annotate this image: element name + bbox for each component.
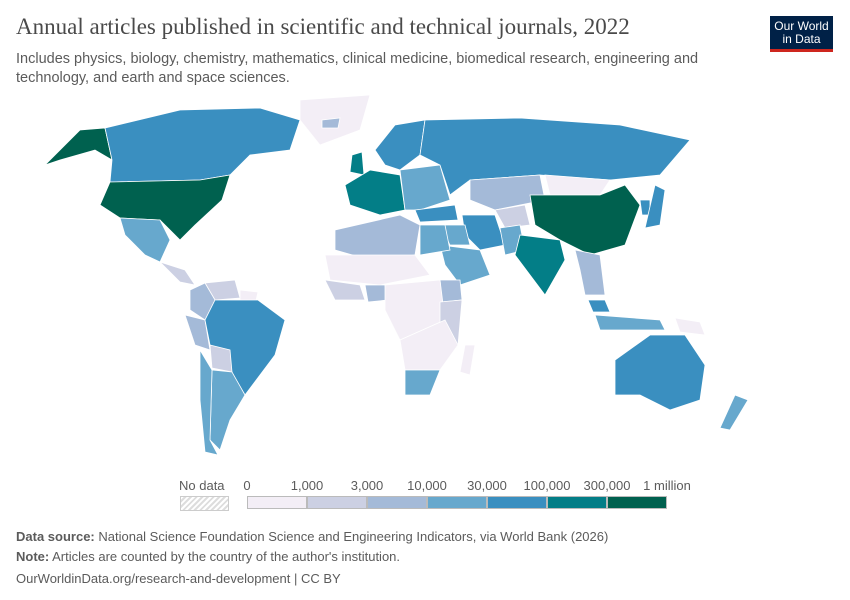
legend-bin[interactable] bbox=[307, 496, 367, 509]
country-western-europe[interactable] bbox=[344, 169, 406, 216]
country-peru[interactable] bbox=[184, 314, 211, 351]
data-source: Data source: National Science Foundation… bbox=[16, 529, 608, 544]
country-india[interactable] bbox=[514, 234, 566, 296]
legend-bin[interactable] bbox=[367, 496, 427, 509]
note-text: Articles are counted by the country of t… bbox=[52, 549, 401, 564]
country-south-africa[interactable] bbox=[404, 369, 441, 396]
country-sahel[interactable] bbox=[324, 254, 431, 286]
legend-label: 1 million bbox=[643, 478, 691, 493]
country-mexico[interactable] bbox=[119, 217, 171, 263]
legend-label: 1,000 bbox=[290, 478, 324, 493]
country-kazakhstan[interactable] bbox=[469, 174, 546, 211]
legend-bin[interactable] bbox=[607, 496, 667, 509]
country-russia[interactable] bbox=[419, 117, 691, 196]
source-url[interactable]: OurWorldinData.org/research-and-developm… bbox=[16, 571, 341, 586]
country-alaska[interactable] bbox=[44, 127, 113, 166]
chart-subtitle: Includes physics, biology, chemistry, ma… bbox=[16, 51, 699, 86]
legend-label: 0 bbox=[243, 478, 251, 493]
country-scandinavia[interactable] bbox=[374, 119, 426, 171]
legend-bin[interactable] bbox=[427, 496, 487, 509]
country-madagascar[interactable] bbox=[459, 344, 476, 376]
legend-no-data-label: No data bbox=[179, 478, 225, 493]
source-text: National Science Foundation Science and … bbox=[98, 529, 609, 544]
note-label: Note: bbox=[16, 549, 50, 564]
country-turkey[interactable] bbox=[414, 204, 459, 223]
country-southern-africa[interactable] bbox=[399, 319, 459, 371]
country-australia[interactable] bbox=[614, 334, 706, 411]
country-se-asia[interactable] bbox=[574, 249, 606, 296]
country-malaysia[interactable] bbox=[587, 299, 611, 313]
country-chile[interactable] bbox=[199, 348, 219, 456]
legend-label: 100,000 bbox=[523, 478, 571, 493]
country-china[interactable] bbox=[529, 184, 641, 256]
country-egypt[interactable] bbox=[419, 224, 451, 256]
country-central-america[interactable] bbox=[159, 261, 196, 286]
country-usa[interactable] bbox=[99, 174, 231, 241]
map-legend: No data 0 1,000 3,000 10,000 30,000 100,000 30… bbox=[170, 476, 710, 516]
legend-bin[interactable] bbox=[487, 496, 547, 509]
legend-no-data-swatch bbox=[180, 496, 229, 511]
country-indonesia[interactable] bbox=[594, 314, 666, 331]
owid-logo[interactable]: Our World in Data bbox=[770, 16, 833, 52]
country-nigeria[interactable] bbox=[364, 284, 389, 303]
country-new-zealand[interactable] bbox=[719, 394, 749, 431]
country-west-africa[interactable] bbox=[324, 279, 366, 301]
legend-label: 300,000 bbox=[583, 478, 631, 493]
source-label: Data source: bbox=[16, 529, 95, 544]
country-japan[interactable] bbox=[644, 184, 666, 229]
country-ethiopia[interactable] bbox=[439, 279, 463, 303]
legend-bin[interactable] bbox=[247, 496, 307, 509]
country-uk[interactable] bbox=[349, 151, 365, 176]
country-saudi[interactable] bbox=[439, 244, 491, 286]
legend-label: 10,000 bbox=[407, 478, 447, 493]
legend-label: 30,000 bbox=[467, 478, 507, 493]
country-iceland[interactable] bbox=[321, 117, 341, 129]
country-north-africa[interactable] bbox=[334, 214, 421, 261]
note: Note: Articles are counted by the countr… bbox=[16, 549, 400, 564]
country-png[interactable] bbox=[674, 317, 706, 336]
legend-label: 3,000 bbox=[350, 478, 384, 493]
country-canada[interactable] bbox=[104, 107, 301, 183]
country-central-asia[interactable] bbox=[494, 204, 531, 229]
legend-bin[interactable] bbox=[547, 496, 607, 509]
world-map[interactable] bbox=[0, 95, 850, 465]
chart-title: Annual articles published in scientific … bbox=[16, 14, 630, 39]
country-eastern-europe[interactable] bbox=[399, 164, 451, 211]
